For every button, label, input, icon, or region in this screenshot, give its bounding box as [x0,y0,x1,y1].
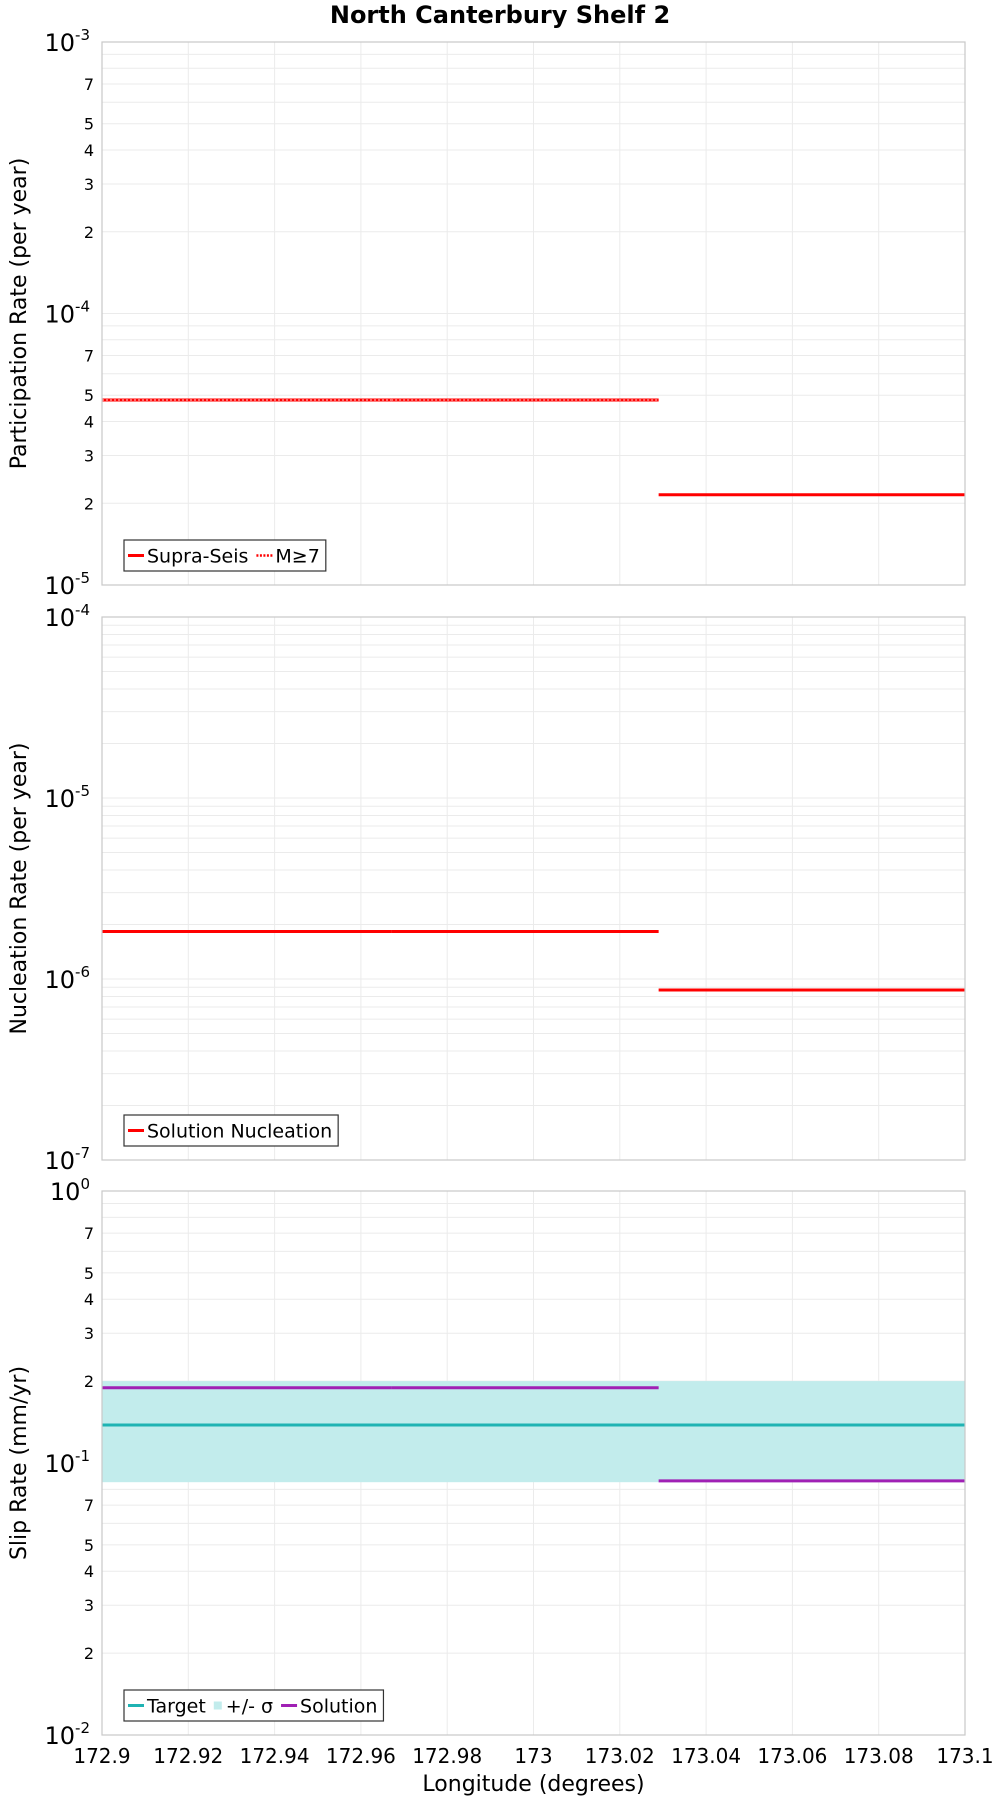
legend-item: Supra-Seis [128,546,248,568]
y-axis-label: Slip Rate (mm/yr) [7,1366,32,1560]
y-minor-tick-label: 3 [84,1596,94,1615]
x-tick-label: 173.02 [585,1744,655,1768]
y-major-tick-label: 10-5 [44,569,90,600]
y-major-tick-label: 100 [50,1175,90,1206]
y-minor-tick-label: 4 [84,141,94,160]
x-tick-label: 173.08 [844,1744,914,1768]
panel-3: 100 10-1 10-2 7 5 4 3 2 7 5 4 3 2 Slip Rate (mm/yr) Ta… [7,1175,966,1750]
y-minor-tick-label: 5 [84,386,94,405]
legend-item: +/- σ [213,1696,273,1718]
y-minor-tick-label: 4 [84,1562,94,1581]
x-tick-label: 172.96 [326,1744,396,1768]
legend-swatch [213,1701,222,1710]
y-minor-tick-label: 4 [84,413,94,432]
x-tick-label: 173 [514,1744,552,1768]
x-tick-label: 173.04 [671,1744,741,1768]
legend-item: Solution [281,1696,377,1718]
legend-label: Supra-Seis [147,546,248,568]
plot-frame [101,1190,966,1736]
y-minor-tick-label: 3 [84,1324,94,1343]
y-major-tick-label: 10-3 [44,26,90,57]
y-major-tick-label: 10-4 [44,601,90,632]
legend-label: Target [146,1696,206,1718]
y-minor-tick-label: 2 [84,494,94,513]
x-tick-label: 173.06 [757,1744,827,1768]
x-tick-label: 172.9 [73,1744,130,1768]
x-tick-label: 173.1 [936,1744,993,1768]
y-minor-tick-label: 2 [84,223,94,242]
y-axis-label: Nucleation Rate (per year) [7,743,32,1035]
chart-legend: Solution Nucleation [123,1114,339,1147]
y-minor-tick-label: 7 [84,347,94,366]
y-minor-tick-label: 7 [84,1224,94,1243]
legend-box [123,1689,385,1722]
legend-item: Solution Nucleation [128,1121,332,1143]
x-tick-label: 172.92 [153,1744,223,1768]
chart-legend: Supra-Seis M≥7 [123,539,327,572]
panel-1: 10-3 10-4 10-5 7 5 4 3 2 7 5 4 3 2 Participation Rate… [7,26,966,600]
y-minor-tick-label: 3 [84,446,94,465]
y-major-tick-label: 10-4 [44,298,90,329]
y-major-tick-label: 10-7 [44,1144,90,1175]
legend-label: M≥7 [275,546,319,568]
x-tick-label: 172.98 [412,1744,482,1768]
sigma-band [102,1381,965,1483]
x-axis-label: Longitude (degrees) [422,1772,644,1797]
legend-label: +/- σ [226,1696,273,1718]
legend-item: Target [128,1696,206,1718]
y-major-tick-label: 10-5 [44,782,90,813]
legend-box [123,1114,339,1147]
panel-grid [101,42,966,586]
series-solution [102,1386,965,1483]
y-minor-tick-label: 4 [84,1290,94,1309]
y-minor-tick-label: 5 [84,115,94,134]
panel-2: 10-4 10-5 10-6 10-7 Nucleation Rate (per yea… [7,601,966,1175]
panel-grid [101,617,966,1161]
plot-frame [101,616,966,1161]
x-tick-label: 172.94 [240,1744,310,1768]
y-minor-tick-label: 5 [84,1264,94,1283]
y-axis-label: Participation Rate (per year) [7,158,32,470]
plot-frame [101,41,966,586]
legend-item: M≥7 [256,546,320,568]
chart-title: North Canterbury Shelf 2 [330,1,670,29]
y-minor-tick-label: 5 [84,1536,94,1555]
y-major-tick-label: 10-6 [44,963,90,994]
y-minor-tick-label: 2 [84,1372,94,1391]
series-solution-nucleation [102,929,965,992]
y-minor-tick-label: 7 [84,1496,94,1515]
y-minor-tick-label: 7 [84,75,94,94]
y-minor-tick-label: 3 [84,175,94,194]
y-major-tick-label: 10-2 [44,1719,90,1750]
y-minor-tick-label: 2 [84,1644,94,1663]
legend-label: Solution Nucleation [147,1121,332,1143]
legend-label: Solution [300,1696,377,1718]
chart-legend: Target +/- σ Solution [123,1689,385,1722]
y-major-tick-label: 10-1 [44,1447,90,1478]
legend-box [123,539,327,572]
